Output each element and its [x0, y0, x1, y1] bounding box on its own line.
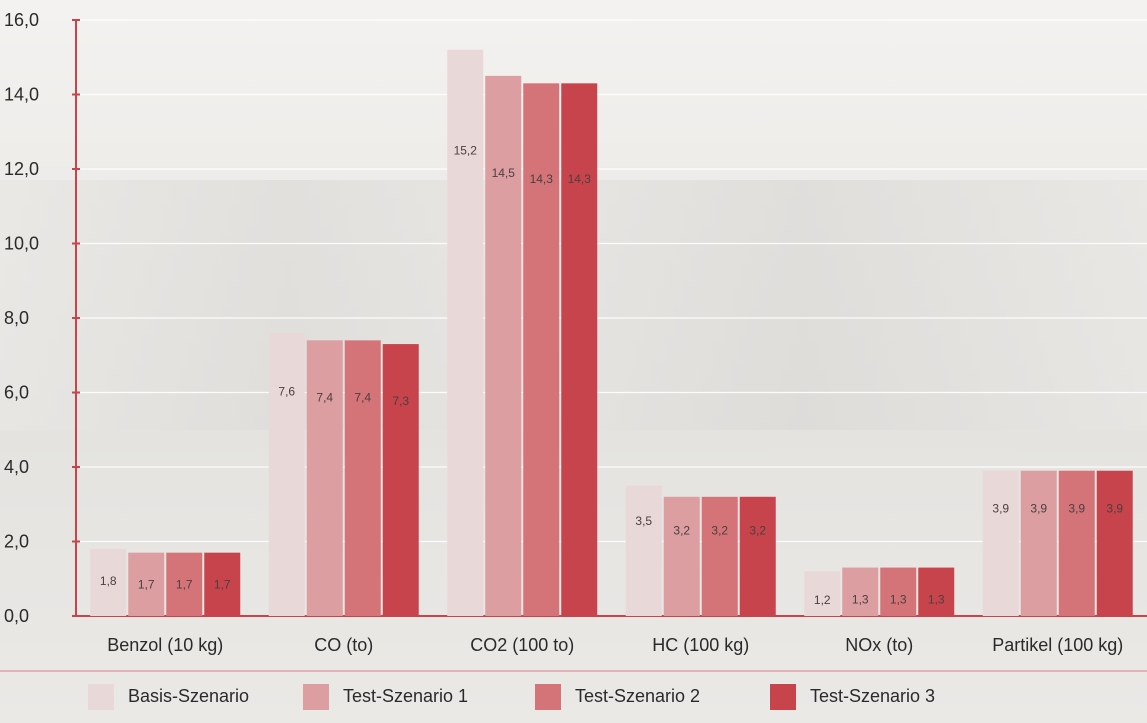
bar	[625, 485, 662, 616]
bar	[447, 49, 484, 617]
legend-swatch	[770, 684, 796, 710]
bar	[90, 548, 127, 616]
bar	[204, 552, 241, 616]
data-label: 1,3	[928, 593, 945, 607]
legend-label: Test-Szenario 1	[343, 686, 469, 706]
data-label: 3,9	[1068, 502, 1085, 516]
bar	[842, 567, 879, 616]
y-tick-label: 4,0	[4, 457, 29, 477]
data-label: 7,6	[278, 384, 295, 398]
data-label: 3,2	[749, 524, 766, 538]
legend-label: Basis-Szenario	[128, 686, 250, 706]
bar	[344, 340, 381, 616]
data-label: 1,3	[890, 593, 907, 607]
data-label: 1,7	[138, 578, 155, 592]
legend-label: Test-Szenario 2	[575, 686, 701, 706]
legend-swatch	[535, 684, 561, 710]
data-label: 1,3	[852, 593, 869, 607]
chart-legend: Basis-Szenario Test-Szenario 1 Test-Szen…	[0, 684, 1147, 710]
y-tick-label: 0,0	[4, 606, 29, 626]
x-category-label: NOx (to)	[845, 635, 913, 655]
legend-separator	[0, 670, 1147, 672]
bar	[306, 340, 343, 616]
bar	[166, 552, 203, 616]
data-label: 3,9	[1030, 502, 1047, 516]
x-category-label: CO (to)	[314, 635, 373, 655]
y-tick-label: 2,0	[4, 532, 29, 552]
data-label: 15,2	[454, 144, 478, 158]
data-label: 3,2	[711, 524, 728, 538]
y-tick-label: 8,0	[4, 308, 29, 328]
y-tick-label: 6,0	[4, 383, 29, 403]
data-label: 14,3	[568, 172, 592, 186]
data-label: 7,3	[392, 394, 409, 408]
bar	[485, 75, 522, 616]
bar	[1096, 470, 1133, 616]
data-label: 3,9	[992, 502, 1009, 516]
legend-swatch	[88, 684, 114, 710]
y-tick-label: 12,0	[4, 159, 39, 179]
data-label: 3,2	[673, 524, 690, 538]
data-label: 1,7	[214, 578, 231, 592]
data-label: 3,9	[1106, 502, 1123, 516]
data-label: 1,2	[814, 593, 831, 607]
legend-swatch	[303, 684, 329, 710]
bar	[1020, 470, 1057, 616]
data-label: 7,4	[354, 391, 371, 405]
bar	[1058, 470, 1095, 616]
bar	[268, 332, 305, 616]
bar	[701, 496, 738, 616]
bar-chart: 0,0 2,0 4,0 6,0 8,0 10,0 12,0 14,0 16,0 1,8 1,7 1,7…	[4, 10, 1147, 655]
bar	[561, 83, 598, 616]
data-label: 7,4	[316, 391, 333, 405]
bar	[918, 567, 955, 616]
data-label: 1,7	[176, 578, 193, 592]
bar	[880, 567, 917, 616]
y-tick-label: 14,0	[4, 85, 39, 105]
bar	[804, 571, 841, 616]
y-tick-label: 10,0	[4, 234, 39, 254]
data-label: 14,3	[530, 172, 554, 186]
bar	[739, 496, 776, 616]
data-label: 1,8	[100, 574, 117, 588]
y-tick-label: 16,0	[4, 10, 39, 30]
data-label: 3,5	[635, 514, 652, 528]
bar	[982, 470, 1019, 616]
x-category-label: Partikel (100 kg)	[992, 635, 1123, 655]
legend-label: Test-Szenario 3	[810, 686, 936, 706]
x-category-label: HC (100 kg)	[652, 635, 749, 655]
x-category-label: CO2 (100 to)	[470, 635, 574, 655]
data-label: 14,5	[492, 166, 516, 180]
bar	[523, 83, 560, 616]
bar	[382, 344, 419, 616]
bar	[128, 552, 165, 616]
x-category-label: Benzol (10 kg)	[107, 635, 223, 655]
bar	[663, 496, 700, 616]
